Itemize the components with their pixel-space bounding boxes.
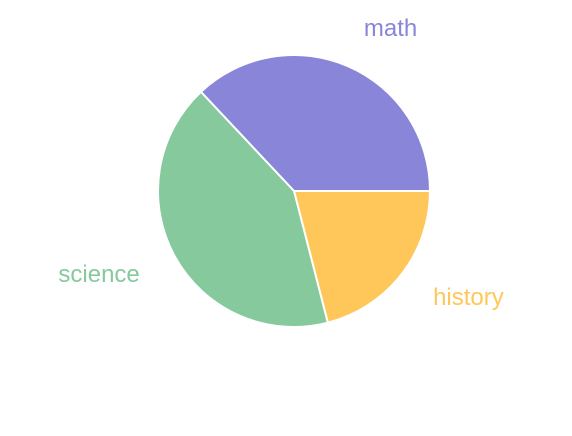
pie-label-history: history <box>433 284 504 311</box>
pie-slice-science <box>157 90 330 328</box>
pie-label-science: science <box>58 261 139 288</box>
pie-label-math: math <box>364 15 417 42</box>
pie-slice-math <box>199 54 432 192</box>
pie-slice-history <box>292 190 432 324</box>
